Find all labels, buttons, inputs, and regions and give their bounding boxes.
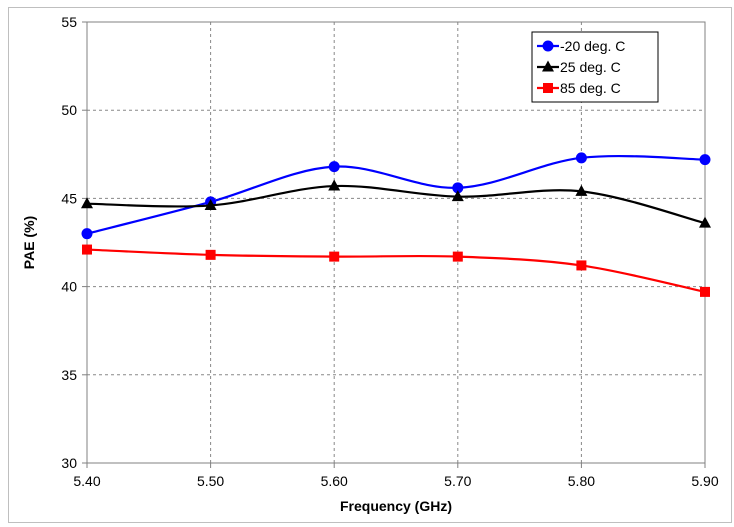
y-tick-label: 35 [61, 367, 77, 383]
series-1 [81, 152, 711, 240]
y-tick-label: 50 [61, 102, 77, 118]
data-point [699, 216, 711, 228]
data-point [205, 249, 216, 260]
x-tick-label: 5.40 [73, 473, 100, 489]
tick-label-layer: 30 35 40 45 50 55 5.40 5.50 5.60 5.70 5.80 5.90 [61, 14, 718, 489]
legend-marker [542, 60, 554, 72]
series-3 [82, 244, 710, 297]
data-point [328, 179, 341, 191]
y-tick-label: 40 [61, 279, 77, 295]
legend-marker [543, 83, 553, 93]
legend-label: 25 deg. C [560, 59, 621, 75]
y-axis-title: PAE (%) [21, 216, 37, 269]
chart-frame [8, 7, 732, 523]
data-point [81, 228, 93, 240]
x-tick-label: 5.80 [568, 473, 595, 489]
series-line [86, 154, 706, 235]
data-point [700, 286, 710, 297]
legend-item: 25 deg. C [537, 59, 621, 75]
legend: -20 deg. C 25 deg. C 85 deg. C [531, 31, 659, 103]
series-2 [81, 179, 711, 228]
x-tick-label: 5.60 [321, 473, 348, 489]
data-point [81, 197, 93, 209]
plot-area [86, 21, 706, 464]
y-tick-label: 45 [61, 190, 77, 206]
data-point [328, 161, 340, 173]
legend-item: -20 deg. C [537, 38, 625, 54]
x-axis-title: Frequency (GHz) [340, 498, 452, 514]
legend-label: -20 deg. C [560, 38, 625, 54]
legend-marker [542, 40, 554, 52]
series-line [86, 184, 706, 225]
data-point [576, 260, 587, 271]
data-point [204, 198, 217, 210]
data-point [329, 251, 340, 262]
series-line [86, 248, 706, 293]
x-tick-label: 5.90 [691, 473, 718, 489]
legend-label: 85 deg. C [560, 80, 621, 96]
data-point [575, 152, 587, 164]
data-point [699, 154, 711, 166]
y-tick-label: 55 [61, 14, 77, 30]
x-tick-label: 5.70 [444, 473, 471, 489]
data-point [575, 184, 588, 196]
data-point [82, 244, 92, 255]
data-point [452, 182, 464, 194]
data-point [452, 251, 463, 262]
data-point [451, 190, 464, 202]
series-layer [81, 152, 711, 297]
y-tick-label: 30 [61, 455, 77, 471]
grid-layer [82, 21, 706, 468]
x-tick-label: 5.50 [197, 473, 224, 489]
legend-item: 85 deg. C [537, 80, 621, 96]
